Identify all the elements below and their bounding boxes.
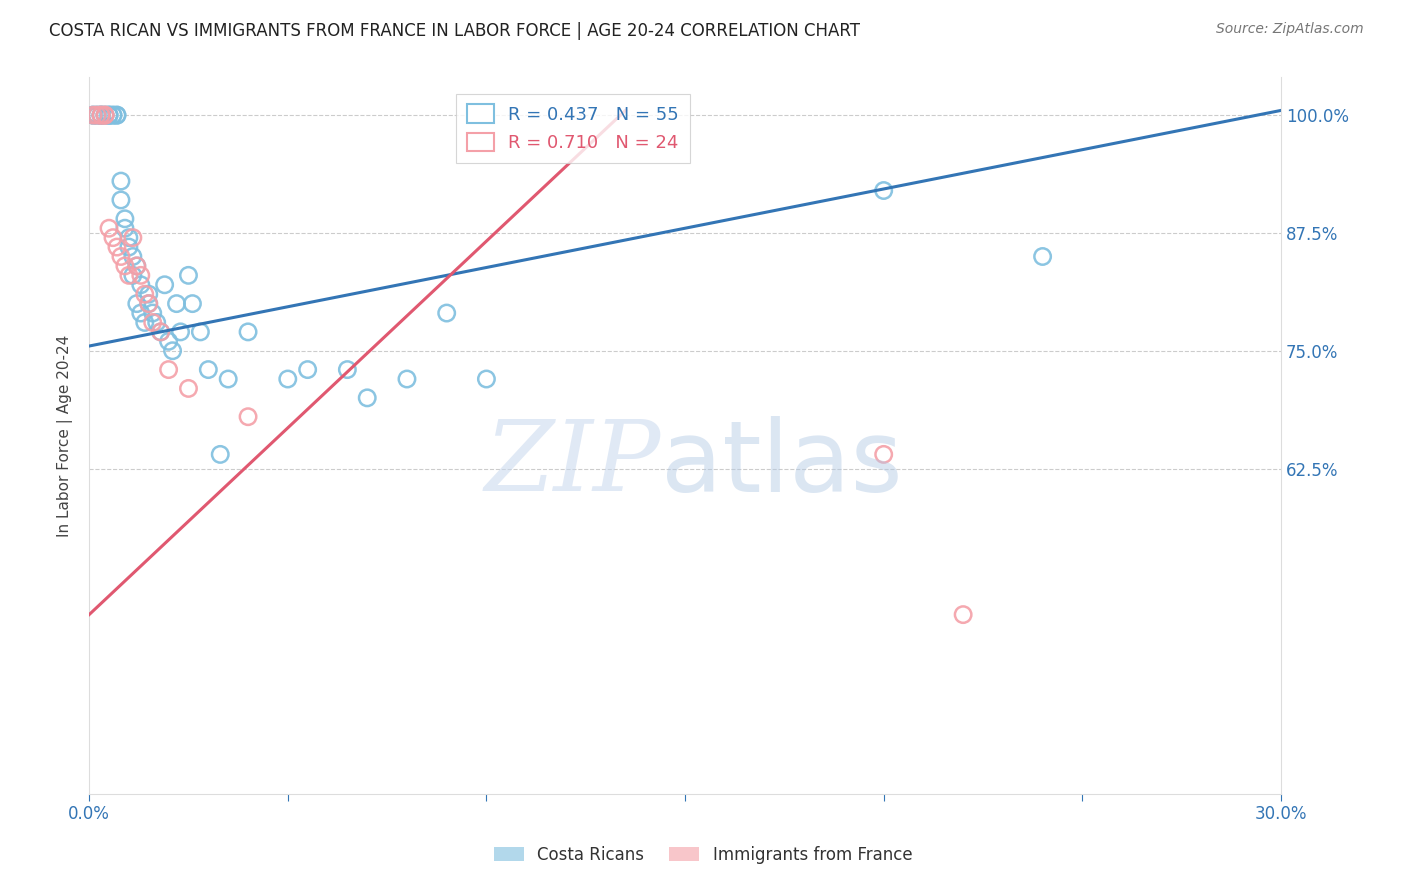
- Point: [142, 306, 165, 320]
- Point: [121, 250, 143, 264]
- Point: [86, 108, 108, 122]
- Point: [94, 108, 117, 122]
- Point: [177, 381, 200, 395]
- Point: [98, 108, 121, 122]
- Point: [98, 221, 121, 235]
- Point: [129, 306, 152, 320]
- Point: [118, 230, 141, 244]
- Point: [142, 316, 165, 330]
- Point: [149, 325, 172, 339]
- Point: [138, 296, 160, 310]
- Point: [82, 108, 104, 122]
- Point: [90, 108, 112, 122]
- Point: [129, 277, 152, 292]
- Point: [94, 108, 117, 122]
- Point: [162, 343, 184, 358]
- Point: [217, 372, 239, 386]
- Point: [110, 250, 132, 264]
- Point: [873, 447, 896, 461]
- Point: [952, 607, 974, 622]
- Point: [98, 108, 121, 122]
- Point: [149, 325, 172, 339]
- Point: [336, 362, 359, 376]
- Point: [125, 259, 148, 273]
- Point: [209, 447, 232, 461]
- Point: [395, 372, 418, 386]
- Point: [125, 296, 148, 310]
- Point: [157, 334, 180, 349]
- Point: [118, 240, 141, 254]
- Point: [105, 108, 128, 122]
- Y-axis label: In Labor Force | Age 20-24: In Labor Force | Age 20-24: [58, 334, 73, 537]
- Point: [110, 174, 132, 188]
- Point: [90, 108, 112, 122]
- Point: [166, 296, 188, 310]
- Point: [436, 306, 458, 320]
- Text: COSTA RICAN VS IMMIGRANTS FROM FRANCE IN LABOR FORCE | AGE 20-24 CORRELATION CHA: COSTA RICAN VS IMMIGRANTS FROM FRANCE IN…: [49, 22, 860, 40]
- Point: [145, 316, 167, 330]
- Point: [114, 221, 136, 235]
- Text: Source: ZipAtlas.com: Source: ZipAtlas.com: [1216, 22, 1364, 37]
- Point: [134, 316, 156, 330]
- Point: [82, 108, 104, 122]
- Legend: Costa Ricans, Immigrants from France: Costa Ricans, Immigrants from France: [488, 839, 918, 871]
- Point: [138, 287, 160, 301]
- Point: [110, 193, 132, 207]
- Point: [90, 108, 112, 122]
- Point: [105, 240, 128, 254]
- Point: [236, 409, 259, 424]
- Point: [138, 296, 160, 310]
- Point: [105, 108, 128, 122]
- Point: [153, 277, 176, 292]
- Point: [98, 108, 121, 122]
- Point: [177, 268, 200, 283]
- Point: [101, 108, 124, 122]
- Point: [121, 268, 143, 283]
- Point: [101, 230, 124, 244]
- Point: [86, 108, 108, 122]
- Point: [125, 259, 148, 273]
- Point: [118, 268, 141, 283]
- Point: [101, 108, 124, 122]
- Point: [134, 287, 156, 301]
- Point: [90, 108, 112, 122]
- Point: [1032, 250, 1054, 264]
- Point: [873, 184, 896, 198]
- Point: [277, 372, 299, 386]
- Point: [197, 362, 219, 376]
- Text: ZIP: ZIP: [485, 417, 661, 512]
- Point: [190, 325, 212, 339]
- Point: [114, 259, 136, 273]
- Legend: R = 0.437   N = 55, R = 0.710   N = 24: R = 0.437 N = 55, R = 0.710 N = 24: [456, 94, 690, 163]
- Point: [236, 325, 259, 339]
- Point: [475, 372, 498, 386]
- Text: atlas: atlas: [661, 416, 903, 513]
- Point: [129, 268, 152, 283]
- Point: [121, 230, 143, 244]
- Point: [356, 391, 378, 405]
- Point: [169, 325, 191, 339]
- Point: [157, 362, 180, 376]
- Point: [90, 108, 112, 122]
- Point: [114, 211, 136, 226]
- Point: [297, 362, 319, 376]
- Point: [94, 108, 117, 122]
- Point: [94, 108, 117, 122]
- Point: [86, 108, 108, 122]
- Point: [82, 108, 104, 122]
- Point: [181, 296, 204, 310]
